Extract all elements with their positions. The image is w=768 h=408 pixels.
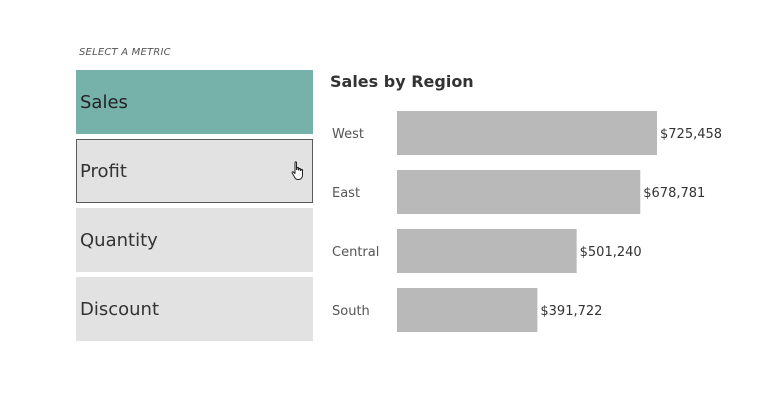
metric-option-label: Sales [80, 91, 128, 113]
bar-category-label: East [332, 186, 360, 201]
bar-central[interactable] [397, 229, 577, 273]
bar-category-label: West [332, 127, 364, 142]
bar-value-label: $391,722 [540, 304, 602, 319]
hand-pointer-icon [291, 161, 303, 180]
bar-value-label: $501,240 [580, 245, 642, 260]
metric-option-label: Discount [80, 298, 160, 320]
metric-option-discount[interactable]: Discount [76, 277, 313, 341]
bar-east[interactable] [397, 170, 641, 214]
bar-chart: West $725,458 East $678,781 Central $501,240 S… [320, 60, 760, 360]
bar-category-label: Central [332, 245, 379, 260]
bar-south[interactable] [397, 288, 538, 332]
metric-option-quantity[interactable]: Quantity [76, 208, 313, 272]
bar-value-label: $725,458 [660, 127, 722, 142]
metric-option-label: Profit [80, 160, 127, 182]
bar-chart-svg: West $725,458 East $678,781 Central $501,240 S… [332, 111, 722, 332]
metric-selector: Sales Profit Quantity Discount [76, 70, 313, 346]
bar-west[interactable] [397, 111, 657, 155]
filter-label: SELECT A METRIC [79, 47, 171, 58]
metric-option-label: Quantity [80, 229, 158, 251]
bar-value-label: $678,781 [643, 186, 705, 201]
metric-option-sales[interactable]: Sales [76, 70, 313, 134]
chart-title: Sales by Region [330, 72, 474, 91]
metric-option-profit[interactable]: Profit [76, 139, 313, 203]
bar-category-label: South [332, 304, 370, 319]
